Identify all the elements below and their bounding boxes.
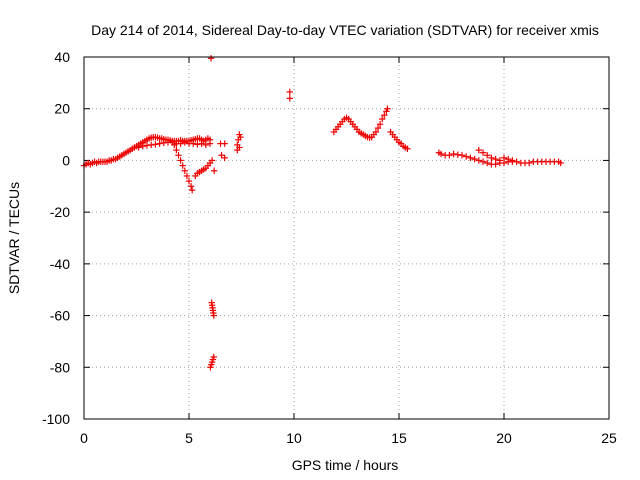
x-tick-label: 20	[496, 430, 512, 446]
data-point	[384, 105, 391, 112]
data-point	[381, 111, 388, 119]
data-point	[404, 145, 411, 152]
data-point	[496, 157, 503, 164]
data-point	[376, 121, 384, 128]
x-tick-labels: 0 5 10 15 20 25	[80, 430, 617, 446]
data-point	[479, 149, 487, 156]
data-point	[185, 177, 193, 185]
x-tick-label: 25	[601, 430, 617, 446]
data-point	[479, 158, 487, 165]
data-point	[173, 146, 180, 154]
data-point	[446, 152, 453, 159]
data-point	[207, 55, 215, 62]
data-point	[171, 141, 178, 149]
y-tick-label: -100	[42, 411, 70, 427]
data-point	[492, 155, 499, 163]
data-point	[202, 141, 209, 149]
x-tick-label: 15	[391, 430, 407, 446]
data-point	[379, 115, 386, 123]
data-point	[221, 140, 228, 147]
data-point	[509, 157, 516, 164]
data-point	[484, 152, 491, 159]
data-point	[206, 140, 214, 147]
data-point	[237, 133, 244, 141]
data-point	[475, 146, 482, 154]
data-point	[372, 128, 380, 136]
y-tick-label: -60	[50, 308, 70, 324]
data-point	[187, 183, 195, 190]
data-point	[505, 155, 512, 163]
data-point	[500, 154, 508, 162]
data-point	[236, 144, 243, 151]
data-point	[210, 353, 217, 361]
data-point	[450, 150, 457, 158]
data-point	[374, 124, 382, 132]
data-point	[181, 139, 188, 146]
data-point	[198, 140, 205, 147]
data-point	[513, 158, 520, 165]
data-point	[475, 157, 482, 164]
data-point	[484, 159, 491, 167]
data-point	[177, 157, 184, 164]
data-point	[467, 154, 474, 162]
data-point	[221, 154, 228, 162]
data-point	[557, 159, 564, 167]
data-points	[80, 55, 564, 371]
data-point	[156, 140, 163, 147]
data-point	[152, 141, 159, 148]
chart-title: Day 214 of 2014, Sidereal Day-to-day VTE…	[91, 22, 599, 38]
data-point	[488, 154, 495, 162]
y-tick-label: 40	[54, 49, 70, 65]
data-point	[188, 186, 196, 194]
data-point	[139, 143, 146, 150]
data-point	[183, 172, 191, 180]
y-tick-label: -20	[50, 204, 70, 220]
data-point	[526, 159, 533, 167]
data-point	[458, 152, 466, 159]
data-point	[179, 162, 186, 169]
data-point	[437, 150, 445, 158]
data-point	[190, 140, 197, 147]
y-tick-label: 0	[62, 152, 70, 168]
data-point	[181, 167, 188, 174]
y-tick-labels: -100 -80 -60 -40 -20 0 20 40	[42, 49, 70, 427]
data-point	[175, 152, 182, 159]
data-point	[286, 95, 293, 102]
data-point	[286, 88, 293, 96]
data-point	[463, 153, 470, 160]
data-point	[211, 167, 218, 174]
gridlines	[84, 57, 609, 419]
axis-ticks	[83, 56, 610, 420]
data-point	[208, 157, 216, 164]
data-point	[471, 155, 478, 163]
x-tick-label: 0	[80, 430, 88, 446]
y-tick-label: -40	[50, 256, 70, 272]
data-point	[135, 144, 142, 151]
x-tick-label: 10	[286, 430, 302, 446]
data-point	[194, 141, 201, 148]
data-point	[177, 140, 184, 147]
x-axis-label: GPS time / hours	[292, 457, 399, 473]
plot-frame	[83, 56, 610, 420]
data-point	[210, 312, 217, 319]
y-tick-label: -80	[50, 359, 70, 375]
y-tick-label: 20	[54, 101, 70, 117]
y-axis-label: SDTVAR / TECUs	[6, 182, 22, 294]
x-tick-label: 5	[185, 430, 193, 446]
